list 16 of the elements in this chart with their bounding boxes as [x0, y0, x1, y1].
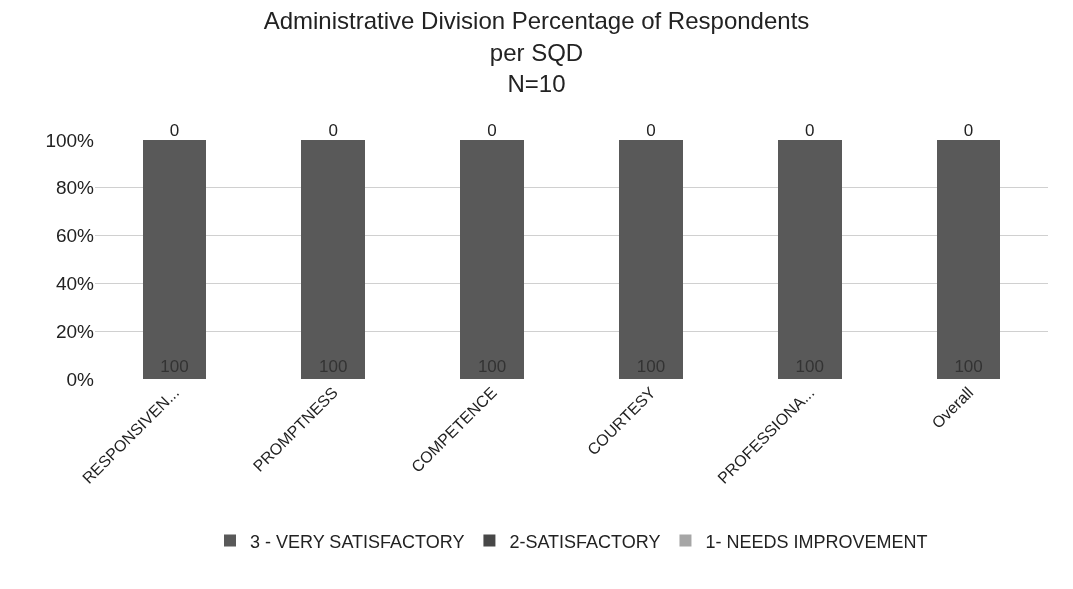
y-tick-label: 100%: [45, 129, 95, 151]
chart-title: Administrative Division Percentage of Respondents per SQD N=10: [263, 7, 810, 97]
y-tick-label: 80%: [55, 177, 95, 199]
data-label: 0: [169, 120, 180, 140]
legend-label: 1- NEEDS IMPROVEMENT: [705, 531, 928, 552]
y-tick-label: 0%: [66, 368, 95, 390]
data-label: 0: [963, 120, 974, 140]
legend-label: 2-SATISFACTORY: [509, 531, 661, 552]
data-label: 0: [487, 120, 497, 140]
y-tick-label: 20%: [55, 320, 95, 342]
y-tick-label: 40%: [55, 273, 95, 295]
y-tick-label: 60%: [55, 225, 95, 247]
data-label: 0: [328, 120, 338, 140]
data-label: 0: [646, 120, 656, 140]
legend-label: 3 - VERY SATISFACTORY: [250, 531, 465, 552]
data-label: 0: [805, 120, 815, 140]
